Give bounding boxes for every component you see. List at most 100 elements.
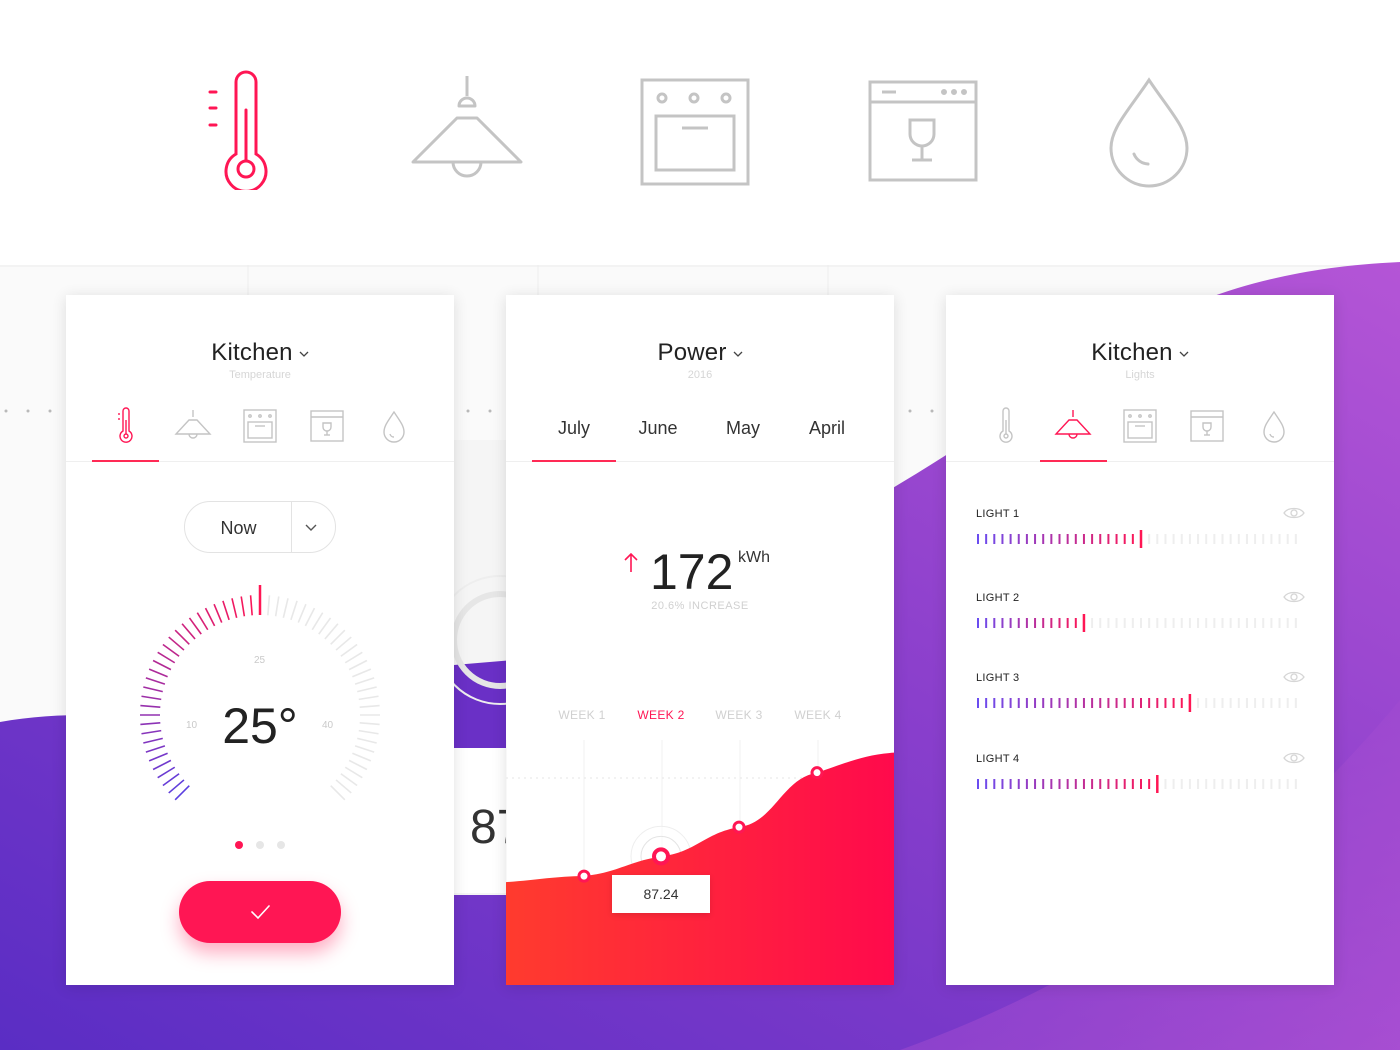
tab-week[interactable]: WEEK 2 (637, 708, 685, 722)
page-dot[interactable] (256, 841, 264, 849)
temperature-dial[interactable] (130, 585, 390, 845)
tab-month[interactable]: April (808, 418, 845, 438)
dial-tick (344, 766, 363, 779)
dial-min-label: 10 (186, 720, 198, 731)
dial-tick (359, 722, 380, 726)
thermometer-icon[interactable] (186, 70, 306, 193)
dial-tick (352, 752, 372, 762)
water-drop-icon[interactable] (1089, 70, 1209, 190)
dial-tick (162, 643, 180, 657)
tab-thermometer-icon[interactable] (106, 406, 146, 446)
active-tab-indicator (92, 460, 159, 462)
dial-tick (143, 686, 163, 693)
dial-tick (340, 643, 358, 657)
tab-lamp-icon[interactable] (173, 406, 213, 446)
eye-icon[interactable] (1282, 504, 1306, 522)
dial-tick (357, 737, 377, 744)
chevron-down-icon (733, 351, 742, 357)
dial-tick (344, 651, 363, 664)
eye-icon[interactable] (1282, 749, 1306, 767)
active-tab-indicator (1040, 460, 1107, 462)
tab-week[interactable]: WEEK 1 (558, 708, 606, 722)
dial-tick (168, 636, 185, 651)
room-selector[interactable]: Kitchen (66, 339, 454, 367)
tab-month[interactable]: May (725, 418, 760, 438)
tab-water-drop-icon[interactable] (374, 406, 414, 446)
tab-month[interactable]: July (557, 418, 590, 438)
light-label: LIGHT 2 (976, 592, 1020, 604)
dial-mid-label: 25 (254, 655, 266, 666)
metric-title: Power (657, 339, 727, 366)
increase-text: 20.6% INCREASE (651, 600, 749, 612)
dial-tick (324, 623, 339, 640)
data-point[interactable] (577, 869, 591, 883)
dial-tick (290, 600, 298, 621)
tab-oven-icon[interactable] (240, 406, 280, 446)
eye-icon[interactable] (1282, 668, 1306, 686)
dial-tick (267, 595, 271, 616)
dial-tick (348, 659, 368, 671)
tab-oven-icon[interactable] (1120, 406, 1160, 446)
light-row: LIGHT 1 (976, 507, 1306, 568)
dial-tick (162, 773, 180, 787)
dial-tick (143, 737, 163, 744)
dial-tick (304, 607, 316, 627)
dial-tick (231, 598, 238, 618)
brightness-slider[interactable] (976, 775, 1302, 793)
tab-lamp-icon[interactable] (1053, 406, 1093, 446)
room-selector[interactable]: Kitchen (946, 339, 1334, 367)
energy-unit: kWh (738, 549, 770, 566)
oven-icon[interactable] (634, 70, 754, 190)
tab-week[interactable]: WEEK 3 (715, 708, 763, 722)
month-tabs (506, 398, 894, 462)
room-title: Kitchen (1091, 339, 1173, 366)
brightness-slider[interactable] (976, 614, 1302, 632)
room-title: Kitchen (211, 339, 293, 366)
dial-tick (352, 668, 372, 678)
temperature-value: 25° (222, 698, 298, 754)
brightness-slider[interactable] (976, 694, 1302, 712)
dial-tick (340, 773, 358, 787)
time-range-value: Now (220, 518, 257, 538)
page-dot[interactable] (235, 841, 243, 849)
chevron-down-icon (1179, 351, 1189, 357)
tab-water-drop-icon[interactable] (1254, 406, 1294, 446)
tab-thermometer-icon[interactable] (986, 406, 1026, 446)
light-row: LIGHT 2 (976, 591, 1306, 652)
dial-tick (348, 759, 368, 771)
dial-tick (157, 766, 176, 779)
brightness-slider[interactable] (976, 530, 1302, 548)
dial-tick (330, 785, 346, 801)
dial-tick (157, 651, 176, 664)
power-panel: Power 2016 July June May April 172 kWh 2… (506, 295, 894, 985)
dial-tick (358, 729, 379, 735)
dial-tick (311, 612, 324, 631)
power-area-chart[interactable] (506, 740, 894, 985)
data-point[interactable] (732, 820, 746, 834)
energy-readout: 172 kWh (506, 539, 894, 609)
tab-dishwasher-icon[interactable] (1187, 406, 1227, 446)
energy-value: 172 (650, 544, 734, 600)
dial-tick (181, 623, 196, 640)
dishwasher-icon[interactable] (862, 70, 982, 190)
dial-tick (330, 629, 346, 645)
dial-tick (148, 668, 168, 678)
tab-dishwasher-icon[interactable] (307, 406, 347, 446)
lamp-icon[interactable] (407, 70, 527, 190)
dial-tick (152, 759, 172, 771)
dial-tick (354, 677, 375, 685)
dial-tick (174, 785, 190, 801)
data-point[interactable] (652, 847, 670, 866)
time-range-select[interactable]: Now (184, 501, 336, 553)
tab-week[interactable]: WEEK 4 (794, 708, 842, 722)
eye-icon[interactable] (1282, 588, 1306, 606)
page-dot[interactable] (277, 841, 285, 849)
panel-subtitle: Temperature (229, 369, 291, 381)
confirm-button[interactable] (179, 881, 341, 943)
dial-tick (335, 779, 352, 794)
temperature-panel: Kitchen Temperature Now 10 25 40 25° (66, 295, 454, 985)
metric-selector[interactable]: Power (506, 339, 894, 367)
data-point[interactable] (810, 766, 824, 780)
tab-month[interactable]: June (638, 418, 678, 438)
dial-tick (140, 704, 161, 708)
